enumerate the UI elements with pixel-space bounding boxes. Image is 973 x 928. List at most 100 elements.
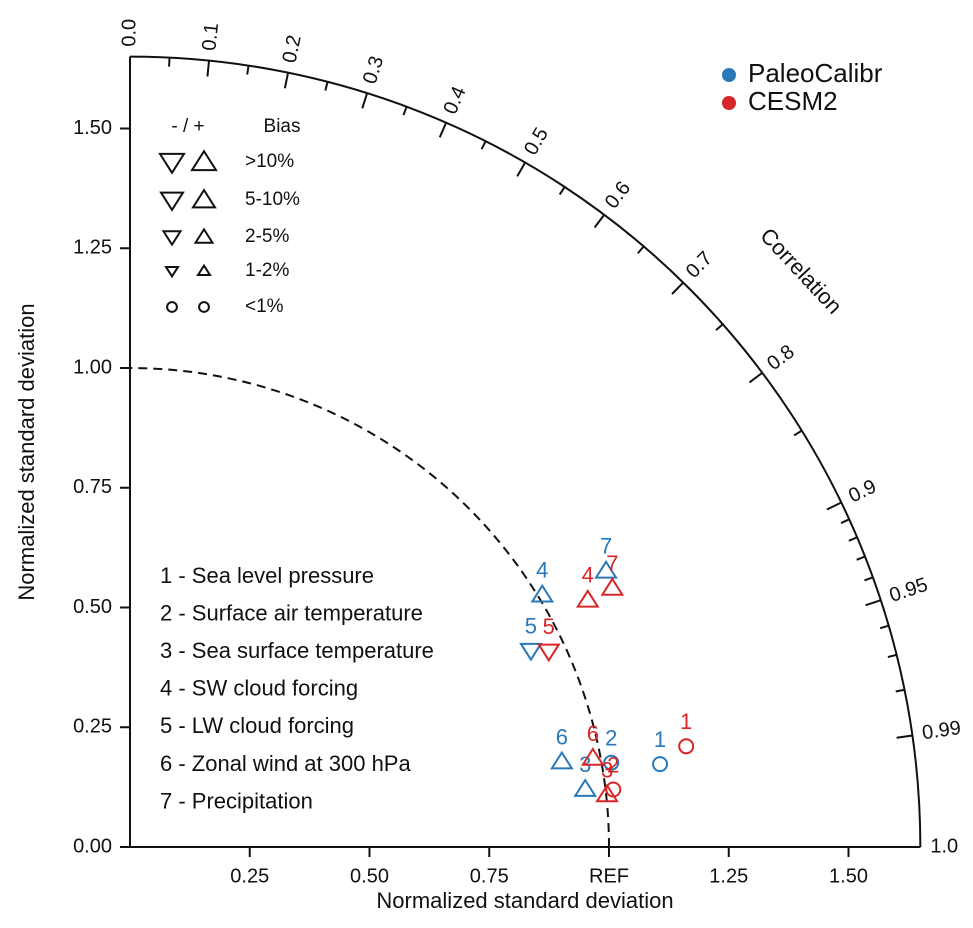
corr-tick (748, 371, 763, 384)
corr-minor-tick (879, 624, 890, 630)
corr-tick (516, 162, 527, 177)
point (536, 643, 561, 663)
point-label: 5 (543, 614, 555, 639)
bias-symbol (191, 188, 217, 209)
x-axis-title: Normalized standard deviation (376, 888, 673, 913)
x-tick-label: 0.75 (470, 865, 509, 887)
bias-label: <1% (245, 296, 284, 317)
point-label: 3 (601, 757, 613, 782)
corr-tick-label: 0.5 (520, 124, 553, 159)
corr-tick (283, 72, 290, 89)
corr-tick-label: 0.9 (845, 475, 880, 507)
corr-minor-tick (480, 140, 487, 150)
point (595, 783, 619, 803)
corr-tick (593, 214, 606, 229)
correlation-title: Correlation (755, 223, 847, 319)
bias-symbol (193, 227, 215, 244)
variable-label: 2 - Surface air temperature (160, 600, 423, 625)
point-label: 4 (536, 558, 548, 583)
corr-tick (438, 122, 448, 138)
point (575, 589, 600, 608)
point (594, 559, 618, 579)
corr-minor-tick (895, 688, 905, 693)
corr-tick-label: 0.99 (921, 717, 963, 744)
point (573, 778, 598, 797)
variable-label: 7 - Precipitation (160, 788, 313, 813)
x-tick-label: REF (589, 865, 629, 887)
corr-tick (826, 501, 842, 511)
corr-tick-label: 0.7 (682, 247, 717, 282)
corr-tick-label: 0.6 (601, 177, 635, 212)
point (600, 577, 625, 596)
y-tick-label: 0.00 (73, 835, 112, 857)
legend-dot (722, 68, 736, 82)
y-tick-label: 0.50 (73, 596, 112, 618)
variable-label: 3 - Sea surface temperature (160, 638, 434, 663)
corr-tick-label: 0.0 (118, 19, 140, 47)
legend-label: PaleoCalibr (748, 58, 883, 88)
corr-tick (361, 92, 369, 109)
corr-minor-tick (402, 106, 408, 116)
point-label: 7 (606, 551, 618, 576)
corr-minor-tick (848, 536, 858, 542)
bias-label: >10% (245, 151, 294, 172)
point (519, 642, 543, 662)
corr-minor-tick (840, 518, 850, 524)
bias-symbol (196, 263, 212, 277)
bias-header: - / + (171, 116, 204, 137)
corr-tick-label: 0.4 (439, 83, 470, 117)
corr-minor-tick (887, 653, 897, 659)
corr-tick-label: 0.1 (198, 22, 223, 52)
bias-symbol (164, 265, 180, 279)
reference-arc (129, 367, 610, 848)
corr-tick-label: 0.95 (887, 574, 931, 607)
bias-symbol (166, 301, 178, 313)
point-label: 1 (680, 709, 692, 734)
corr-minor-tick (558, 186, 566, 195)
bias-symbol (190, 149, 218, 172)
bias-title: Bias (264, 116, 301, 137)
bias-symbol (198, 301, 210, 313)
corr-tick (206, 60, 211, 77)
corr-tick (896, 734, 913, 739)
y-axis-title: Normalized standard deviation (14, 303, 39, 600)
corr-minor-tick (856, 555, 866, 561)
corr-tick-label: 0.8 (763, 341, 798, 375)
point-label: 6 (587, 721, 599, 746)
variable-label: 5 - LW cloud forcing (160, 713, 354, 738)
corr-minor-tick (637, 245, 645, 254)
y-tick-label: 1.50 (73, 117, 112, 139)
point-label: 2 (605, 726, 617, 751)
corr-minor-tick (864, 576, 874, 582)
corr-tick-label: 0.2 (279, 33, 306, 65)
corr-minor-tick (793, 429, 803, 437)
point-label: 7 (600, 534, 612, 559)
x-tick-label: 0.50 (350, 865, 389, 887)
x-tick-label: 0.25 (230, 865, 269, 887)
point-label: 5 (525, 613, 537, 638)
bias-symbol (158, 152, 186, 175)
y-tick-label: 1.00 (73, 356, 112, 378)
variable-label: 6 - Zonal wind at 300 hPa (160, 751, 411, 776)
point (652, 756, 669, 773)
point-label: 1 (654, 727, 666, 752)
point-label: 2 (607, 752, 619, 777)
bias-label: 5-10% (245, 189, 300, 210)
point (530, 583, 555, 603)
corr-tick (671, 281, 684, 295)
point-label: 4 (582, 563, 594, 588)
legend-label: CESM2 (748, 86, 838, 116)
legend-dot (722, 96, 736, 110)
corr-minor-tick (324, 81, 329, 91)
corr-tick-label: 1.0 (930, 835, 958, 857)
correlation-arc (129, 55, 922, 848)
point (581, 747, 605, 766)
corr-tick (865, 599, 882, 607)
bias-label: 1-2% (245, 260, 289, 281)
y-tick-label: 0.75 (73, 476, 112, 498)
y-tick-label: 1.25 (73, 237, 112, 259)
bias-symbol (161, 230, 183, 247)
point-label: 6 (556, 724, 568, 749)
corr-minor-tick (246, 65, 250, 75)
